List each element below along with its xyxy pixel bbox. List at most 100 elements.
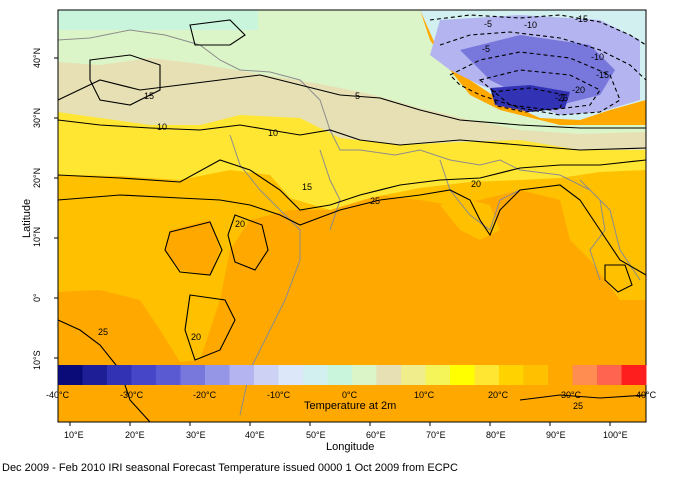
contour-line bbox=[449, 51, 621, 116]
colorbar-tick-label: 10°C bbox=[414, 390, 435, 400]
colorbar-cell bbox=[425, 365, 451, 385]
colorbar-cells bbox=[58, 365, 647, 385]
colorbar-cell bbox=[621, 365, 647, 385]
contour-label: 25 bbox=[573, 401, 583, 411]
contour-label: 15 bbox=[144, 91, 154, 101]
colorbar-tick-label: 0°C bbox=[342, 390, 358, 400]
lon-tick-label: 90°E bbox=[546, 430, 566, 440]
colorbar-cell bbox=[352, 365, 377, 385]
colorbar: -40°C -30°C -20°C -10°C 0°C 10°C 20°C 30… bbox=[46, 365, 657, 412]
colorbar-cell bbox=[548, 365, 573, 385]
latitude-axis: 40°N 30°N 20°N 10°N 0° 10°S Latitude bbox=[21, 48, 58, 370]
zone-0-10 bbox=[58, 10, 646, 134]
contour-line bbox=[429, 14, 647, 46]
colorbar-cell bbox=[107, 365, 132, 385]
colorbar-cell bbox=[572, 365, 598, 385]
colorbar-tick-label: -20°C bbox=[193, 390, 217, 400]
contour-label: 15 bbox=[302, 182, 312, 192]
contour-line bbox=[57, 159, 647, 211]
colorbar-cell bbox=[82, 365, 108, 385]
map-plot-area: -5 -10 -15 -5 -10 -15 -20 -25 5 15 10 10… bbox=[57, 9, 647, 423]
x-axis-title: Longitude bbox=[326, 441, 374, 453]
colorbar-label: Temperature at 2m bbox=[304, 400, 396, 412]
lon-tick-label: 70°E bbox=[426, 430, 446, 440]
lat-tick-label: 10°N bbox=[32, 227, 42, 247]
colorbar-tick-label: -30°C bbox=[120, 390, 144, 400]
colorbar-tick-label: -10°C bbox=[267, 390, 291, 400]
longitude-axis: 10°E 20°E 30°E 40°E 50°E 60°E 70°E 80°E … bbox=[64, 422, 628, 453]
contour-line bbox=[189, 19, 246, 46]
contour-line bbox=[184, 294, 236, 361]
colorbar-cell bbox=[58, 365, 83, 385]
lon-tick-label: 30°E bbox=[186, 430, 206, 440]
colorbar-cell bbox=[303, 365, 328, 385]
lon-tick-label: 20°E bbox=[125, 430, 145, 440]
lat-tick-label: 0° bbox=[32, 293, 42, 302]
figure-caption: Dec 2009 - Feb 2010 IRI seasonal Forecas… bbox=[2, 462, 458, 474]
colorbar-cell bbox=[180, 365, 206, 385]
colorbar-tick-label: 30°C bbox=[561, 390, 582, 400]
contour-label: 10 bbox=[157, 122, 167, 132]
lat-tick-label: 20°N bbox=[32, 168, 42, 188]
lat-tick-label: 40°N bbox=[32, 48, 42, 68]
contour-line bbox=[57, 184, 647, 276]
contour-label: 5 bbox=[355, 91, 360, 101]
colorbar-cell bbox=[229, 365, 255, 385]
colorbar-cell bbox=[401, 365, 426, 385]
colorbar-cell bbox=[131, 365, 157, 385]
colorbar-cell bbox=[523, 365, 549, 385]
lon-tick-label: 80°E bbox=[486, 430, 506, 440]
contour-label: -15 bbox=[575, 14, 588, 24]
zone-20-25 bbox=[58, 158, 646, 362]
lat-tick-label: 10°S bbox=[32, 350, 42, 370]
contour-label: 25 bbox=[98, 327, 108, 337]
contour-line bbox=[478, 69, 601, 111]
colorbar-cell bbox=[327, 365, 353, 385]
colorbar-tick-label: 40°C bbox=[636, 390, 657, 400]
contour-label: -10 bbox=[524, 20, 537, 30]
colorbar-tick-label: 20°C bbox=[488, 390, 509, 400]
contour-label: 10 bbox=[268, 128, 278, 138]
colorbar-cell bbox=[156, 365, 181, 385]
contour-label: -25 bbox=[555, 93, 568, 103]
colorbar-tick-label: -40°C bbox=[46, 390, 70, 400]
contour-labels: -5 -10 -15 -5 -10 -15 -20 -25 5 15 10 10… bbox=[98, 14, 609, 411]
coastline bbox=[57, 29, 641, 416]
colorbar-cell bbox=[278, 365, 304, 385]
colorbar-ticks: -40°C -30°C -20°C -10°C 0°C 10°C 20°C 30… bbox=[46, 390, 657, 400]
contour-line bbox=[57, 319, 151, 423]
colorbar-cell bbox=[499, 365, 524, 385]
contour-line bbox=[604, 264, 633, 293]
contour-label: -15 bbox=[596, 70, 609, 80]
colorbar-cell bbox=[450, 365, 475, 385]
contour-line bbox=[57, 74, 646, 129]
contour-line bbox=[491, 87, 566, 113]
colorbar-cell bbox=[376, 365, 402, 385]
colorbar-cell bbox=[474, 365, 500, 385]
contour-label: 20 bbox=[471, 179, 481, 189]
contour-label: -5 bbox=[484, 19, 492, 29]
colorbar-cell bbox=[254, 365, 279, 385]
contour-label: 25 bbox=[370, 196, 380, 206]
contour-label: 20 bbox=[191, 332, 201, 342]
contour-label: -20 bbox=[572, 85, 585, 95]
zone-cold-2 bbox=[460, 35, 615, 105]
contour-label: -10 bbox=[591, 52, 604, 62]
lon-tick-label: 50°E bbox=[306, 430, 326, 440]
contour-line bbox=[439, 31, 647, 81]
contour-label: -5 bbox=[482, 44, 490, 54]
zone-10-15 bbox=[58, 55, 646, 150]
lon-tick-label: 100°E bbox=[603, 430, 628, 440]
colorbar-cell bbox=[205, 365, 230, 385]
contour-line bbox=[57, 119, 647, 151]
lat-tick-label: 30°N bbox=[32, 108, 42, 128]
contour-line bbox=[227, 214, 269, 271]
contour-label: 20 bbox=[235, 219, 245, 229]
lon-tick-label: 10°E bbox=[64, 430, 84, 440]
colorbar-cell bbox=[597, 365, 622, 385]
contour-line bbox=[164, 221, 223, 276]
contour-line bbox=[519, 394, 647, 401]
lon-tick-label: 40°E bbox=[245, 430, 265, 440]
y-axis-title: Latitude bbox=[21, 199, 33, 238]
